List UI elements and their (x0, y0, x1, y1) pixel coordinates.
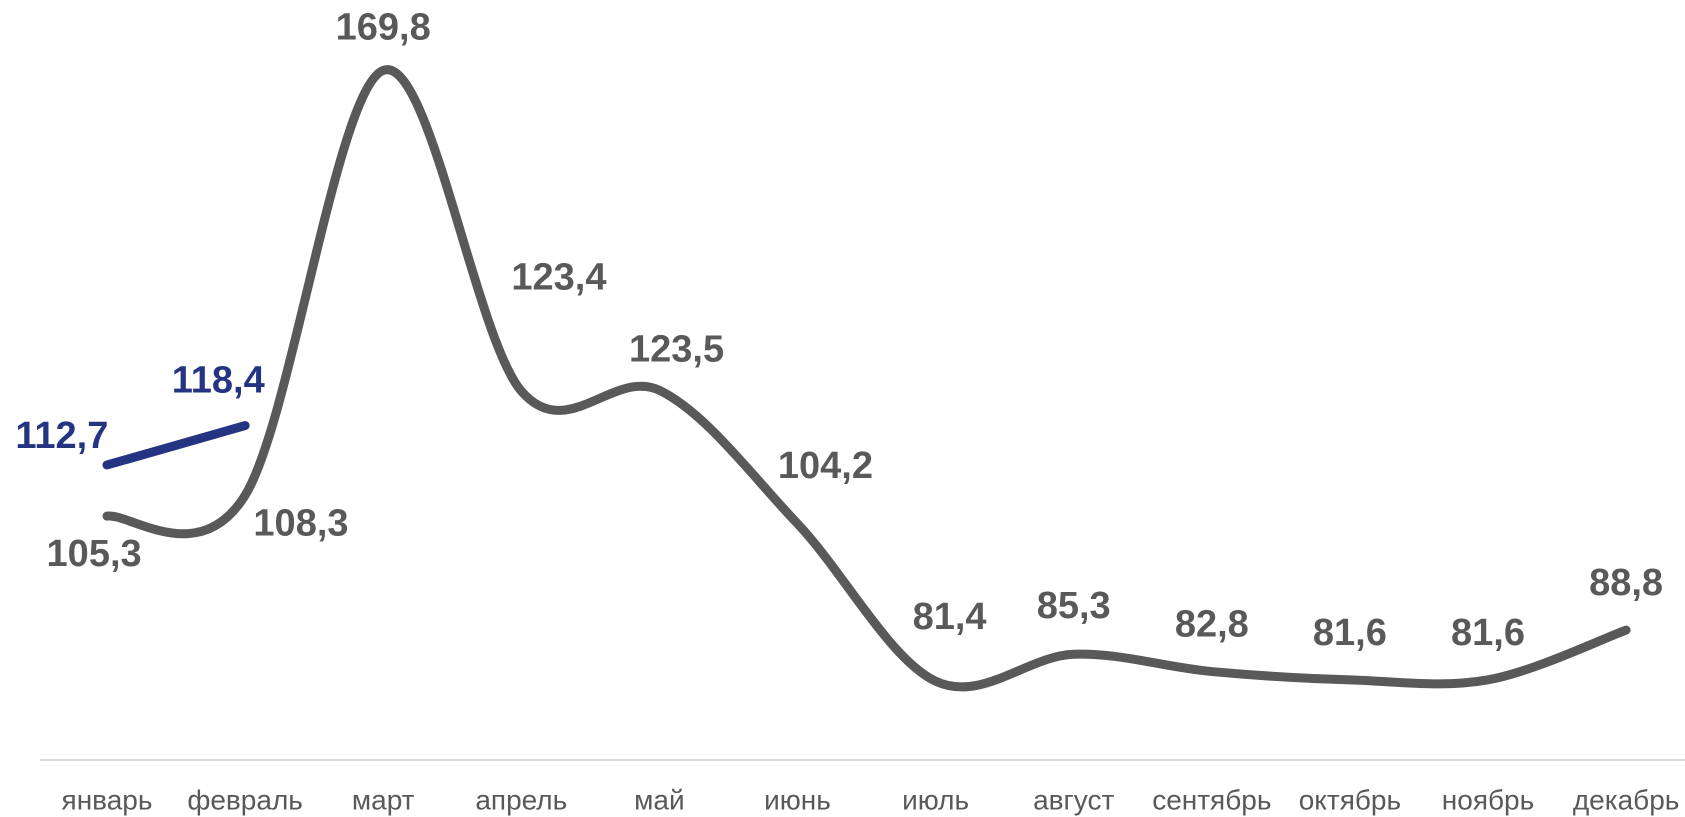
x-tick-label: август (1033, 784, 1114, 815)
line-series (102, 421, 250, 470)
x-tick-label: октябрь (1299, 784, 1401, 815)
value-label: 169,8 (336, 7, 431, 49)
x-tick-label: июнь (764, 784, 831, 815)
value-label: 81,6 (1313, 612, 1387, 654)
x-tick-label: июль (902, 784, 969, 815)
value-label: 123,5 (629, 329, 724, 371)
value-label: 81,4 (913, 596, 987, 638)
value-label: 123,4 (511, 256, 606, 298)
value-label: 104,2 (778, 445, 873, 487)
x-tick-label: сентябрь (1152, 784, 1271, 815)
value-label: 88,8 (1589, 562, 1663, 604)
x-tick-label: декабрь (1573, 784, 1680, 815)
value-label: 82,8 (1175, 603, 1249, 645)
x-tick-label: ноябрь (1442, 784, 1534, 815)
value-label: 118,4 (172, 360, 265, 402)
x-tick-label: апрель (475, 784, 567, 815)
x-tick-label: январь (62, 784, 153, 815)
value-label: 105,3 (47, 533, 142, 575)
line-series (102, 65, 1631, 692)
value-label: 112,7 (15, 415, 108, 457)
value-label: 81,6 (1451, 612, 1525, 654)
x-tick-label: май (634, 784, 684, 815)
x-tick-label: март (352, 784, 415, 815)
value-label: 85,3 (1037, 585, 1111, 627)
value-label: 108,3 (253, 503, 348, 545)
x-tick-label: февраль (187, 784, 303, 815)
